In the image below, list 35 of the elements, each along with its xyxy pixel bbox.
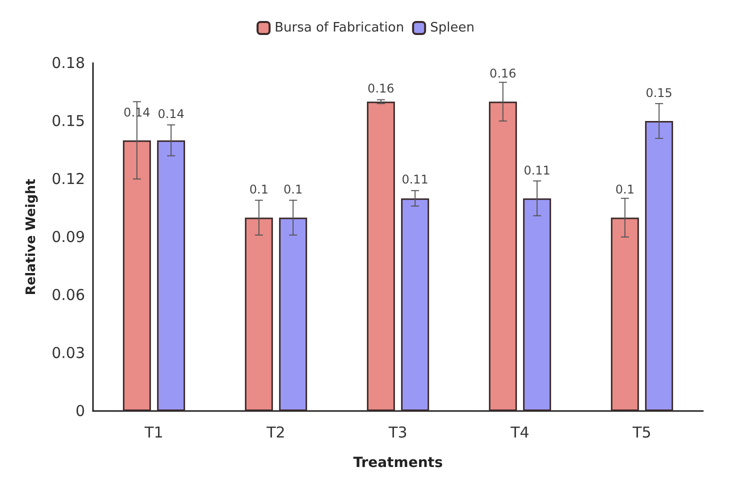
x-axis-title: Treatments — [353, 455, 443, 471]
y-tick-label: 0.18 — [52, 54, 85, 72]
y-tick-label: 0.03 — [52, 344, 85, 362]
x-tick-label: T5 — [632, 424, 652, 442]
data-label: 0.16 — [368, 82, 394, 96]
data-label: 0.1 — [615, 182, 634, 197]
bar — [366, 102, 395, 411]
y-tick-label: 0.12 — [52, 170, 85, 188]
data-label: 0.14 — [158, 106, 184, 121]
x-tick-label: T2 — [266, 424, 286, 442]
y-tick-label: 0.15 — [52, 112, 85, 130]
bar — [523, 198, 552, 411]
legend-label: Spleen — [430, 20, 474, 36]
bar — [401, 198, 430, 411]
bar — [157, 140, 186, 411]
bar — [610, 218, 639, 411]
data-label: 0.1 — [284, 182, 303, 197]
x-tick-label: T1 — [144, 424, 164, 442]
data-label: 0.16 — [490, 66, 516, 81]
bar — [122, 140, 151, 411]
data-label: 0.1 — [249, 182, 268, 197]
legend-label: Bursa of Fabrication — [274, 20, 404, 36]
x-tick-label: T3 — [388, 424, 408, 442]
bar — [244, 218, 273, 411]
bar — [645, 121, 674, 411]
y-axis-title: Relative Weight — [24, 178, 39, 296]
data-label: 0.11 — [402, 172, 428, 187]
data-label: 0.15 — [646, 86, 672, 100]
y-tick-label: 0 — [75, 402, 85, 420]
y-tick-label: 0.09 — [52, 228, 85, 246]
bar — [488, 102, 517, 411]
bar — [279, 218, 308, 411]
data-label: 0.11 — [524, 163, 550, 178]
x-tick-label: T4 — [510, 424, 530, 442]
y-tick-label: 0.06 — [52, 286, 85, 304]
